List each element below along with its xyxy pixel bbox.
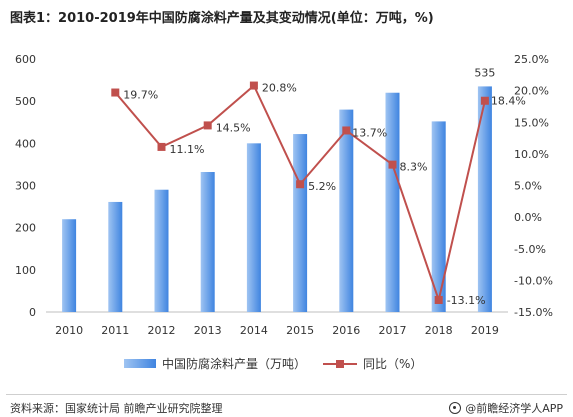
line-point — [480, 96, 489, 105]
legend-marker-line — [336, 360, 344, 368]
bar — [108, 201, 123, 312]
legend-swatch-bar — [124, 359, 156, 368]
line-value-label: 11.1% — [170, 143, 205, 156]
bar-series — [62, 86, 492, 313]
y-right-tick-label: 25.0% — [514, 53, 549, 66]
line-point — [388, 160, 397, 169]
brand-text: @前瞻经济学人APP — [465, 402, 563, 415]
line-value-label: 20.8% — [262, 82, 297, 95]
combo-chart: 0 100 200 300 400 500 600 -15.0% -10.0% -5.0% 0.0%… — [15, 53, 553, 371]
source-note: 资料来源：国家统计局 前瞻产业研究院整理 — [10, 402, 223, 415]
line-value-label: 5.2% — [308, 180, 336, 193]
bar — [246, 143, 261, 312]
x-tick-label: 2016 — [332, 324, 360, 337]
line-value-label: 14.5% — [216, 121, 251, 134]
chart-title: 图表1：2010-2019年中国防腐涂料产量及其变动情况(单位：万吨，%) — [10, 11, 434, 26]
line-value-label: 8.3% — [400, 161, 428, 174]
line-point — [249, 81, 258, 90]
y-left-tick-label: 0 — [29, 306, 36, 319]
line-value-label: 13.7% — [352, 126, 387, 139]
line-point — [111, 88, 120, 97]
bar — [339, 109, 354, 312]
x-tick-label: 2017 — [379, 324, 407, 337]
y-right-tick-label: -5.0% — [514, 243, 546, 256]
line-point — [296, 180, 305, 189]
x-tick-label: 2019 — [471, 324, 499, 337]
data-labels: 535 19.7% 11.1% 14.5% 20.8% 5.2% 13.7% 8.3% -13.… — [123, 66, 526, 307]
y-left-tick-label: 400 — [15, 137, 36, 150]
line-point — [434, 295, 443, 304]
footer: 资料来源：国家统计局 前瞻产业研究院整理 @前瞻经济学人APP — [6, 394, 567, 417]
legend-label-line: 同比（%） — [363, 357, 422, 371]
bar — [200, 172, 215, 312]
bar — [293, 134, 308, 312]
x-tick-label: 2012 — [148, 324, 176, 337]
bar — [62, 219, 77, 312]
chart-legend: 中国防腐涂料产量（万吨） 同比（%） — [124, 356, 422, 371]
y-left-tick-label: 200 — [15, 222, 36, 235]
y-left-tick-label: 300 — [15, 180, 36, 193]
y-left-tick-label: 100 — [15, 264, 36, 277]
line-point — [157, 142, 166, 151]
bar — [385, 92, 400, 312]
y-right-tick-label: 20.0% — [514, 85, 549, 98]
y-left-tick-label: 500 — [15, 95, 36, 108]
y-left-tick-label: 600 — [15, 53, 36, 66]
line-value-label: -13.1% — [447, 294, 486, 307]
bar-value-label: 535 — [474, 66, 495, 79]
bar — [431, 121, 446, 312]
x-tick-label: 2014 — [240, 324, 268, 337]
y-right-tick-label: 15.0% — [514, 116, 549, 129]
line-series — [111, 81, 489, 304]
x-tick-label: 2011 — [101, 324, 129, 337]
line-point — [203, 121, 212, 130]
chart-axes: 0 100 200 300 400 500 600 -15.0% -10.0% -5.0% 0.0%… — [15, 53, 553, 337]
line-value-label: 18.4% — [491, 95, 526, 108]
x-tick-label: 2015 — [286, 324, 314, 337]
brand-mark: @前瞻经济学人APP — [449, 400, 563, 416]
brand-logo-icon — [449, 402, 462, 414]
x-tick-label: 2010 — [55, 324, 83, 337]
y-right-tick-label: 5.0% — [514, 180, 542, 193]
line-point — [342, 126, 351, 135]
y-right-tick-label: 10.0% — [514, 148, 549, 161]
x-tick-label: 2013 — [194, 324, 222, 337]
y-right-tick-label: 0.0% — [514, 211, 542, 224]
bar — [154, 189, 169, 312]
bar — [477, 86, 492, 313]
line-value-label: 19.7% — [123, 89, 158, 102]
y-right-tick-label: -10.0% — [514, 274, 553, 287]
legend-label-bar: 中国防腐涂料产量（万吨） — [162, 356, 306, 371]
x-tick-label: 2018 — [425, 324, 453, 337]
y-right-tick-label: -15.0% — [514, 306, 553, 319]
